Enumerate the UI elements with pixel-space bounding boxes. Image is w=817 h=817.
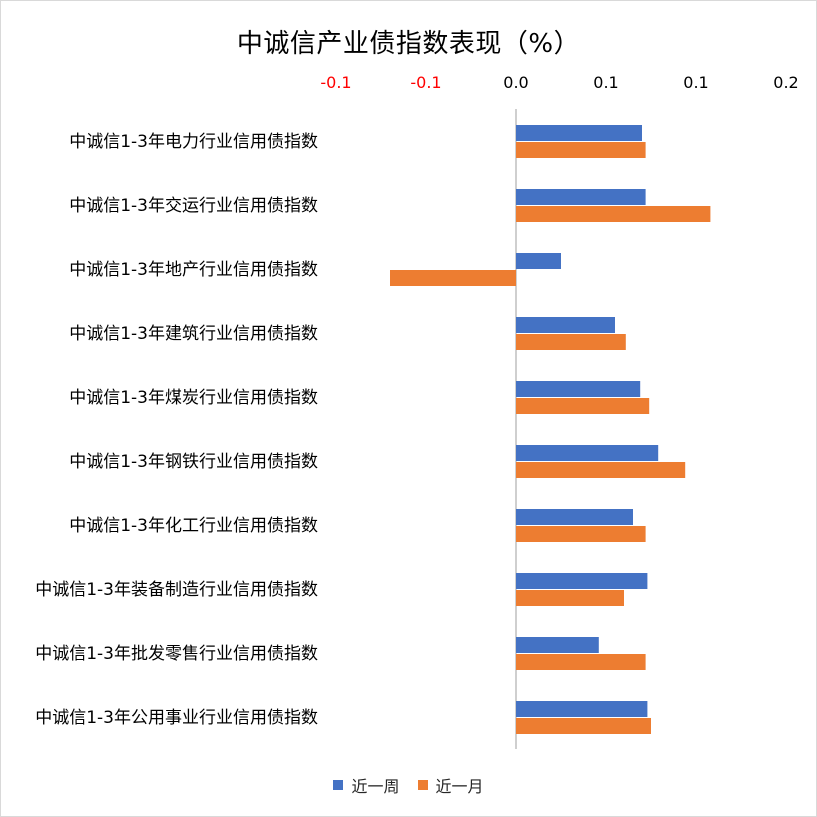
bar-week — [516, 445, 659, 461]
bar-month — [516, 334, 626, 350]
chart-title: 中诚信产业债指数表现（%） — [236, 29, 581, 59]
bar-week — [516, 573, 648, 589]
bar-week — [516, 381, 641, 397]
legend: 近一周 近一月 — [1, 773, 816, 797]
category-label: 中诚信1-3年电力行业信用债指数 — [69, 132, 318, 152]
x-tick-label: -0.1 — [410, 73, 441, 92]
bar-month — [516, 206, 711, 222]
category-label: 中诚信1-3年地产行业信用债指数 — [69, 260, 318, 280]
legend-label-month: 近一月 — [435, 777, 484, 796]
bar-week — [516, 509, 633, 525]
category-label: 中诚信1-3年公用事业行业信用债指数 — [35, 708, 318, 728]
legend-item-month: 近一月 — [417, 773, 484, 797]
category-label: 中诚信1-3年装备制造行业信用债指数 — [35, 580, 318, 600]
bar-month — [516, 590, 624, 606]
bar-week — [516, 701, 648, 717]
bar-month — [516, 654, 646, 670]
x-tick-label: 0.1 — [683, 73, 708, 92]
x-tick-label: 0.0 — [503, 73, 528, 92]
x-tick-label: 0.1 — [593, 73, 618, 92]
bar-week — [516, 317, 615, 333]
bar-month — [516, 462, 686, 478]
bar-month — [516, 526, 646, 542]
x-tick-label: 0.2 — [773, 73, 798, 92]
bar-week — [516, 189, 646, 205]
bar-month — [516, 398, 650, 414]
category-label: 中诚信1-3年化工行业信用债指数 — [69, 516, 318, 536]
legend-item-week: 近一周 — [333, 773, 400, 797]
legend-swatch-week — [333, 780, 344, 790]
legend-swatch-month — [417, 780, 428, 790]
category-label: 中诚信1-3年煤炭行业信用债指数 — [69, 388, 318, 408]
bar-month — [516, 718, 651, 734]
bar-month — [516, 142, 646, 158]
bar-week — [516, 637, 599, 653]
legend-label-week: 近一周 — [351, 777, 400, 796]
bar-week — [516, 253, 561, 269]
category-label: 中诚信1-3年建筑行业信用债指数 — [69, 324, 318, 344]
bar-week — [516, 125, 642, 141]
category-label: 中诚信1-3年批发零售行业信用债指数 — [35, 644, 318, 664]
x-tick-label: -0.1 — [320, 73, 351, 92]
category-label: 中诚信1-3年交运行业信用债指数 — [69, 196, 318, 216]
bar-month — [390, 270, 516, 286]
category-label: 中诚信1-3年钢铁行业信用债指数 — [69, 452, 318, 472]
